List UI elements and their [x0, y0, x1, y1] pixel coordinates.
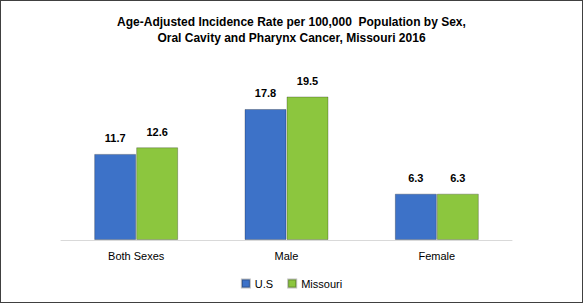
svg-text:Age-Adjusted Incidence Rate pe: Age-Adjusted Incidence Rate per 100,000 … [117, 15, 466, 29]
svg-text:Female: Female [418, 250, 455, 262]
svg-text:Oral Cavity and Pharynx Cancer: Oral Cavity and Pharynx Cancer, Missouri… [157, 31, 425, 45]
svg-text:Male: Male [275, 250, 299, 262]
svg-text:17.8: 17.8 [255, 87, 276, 99]
svg-text:Missouri: Missouri [301, 278, 342, 290]
svg-text:11.7: 11.7 [105, 132, 126, 144]
svg-text:6.3: 6.3 [408, 172, 423, 184]
svg-text:Both Sexes: Both Sexes [108, 250, 165, 262]
svg-text:12.6: 12.6 [146, 126, 167, 138]
svg-text:U.S: U.S [255, 278, 273, 290]
svg-text:6.3: 6.3 [450, 172, 465, 184]
svg-text:19.5: 19.5 [297, 75, 318, 87]
